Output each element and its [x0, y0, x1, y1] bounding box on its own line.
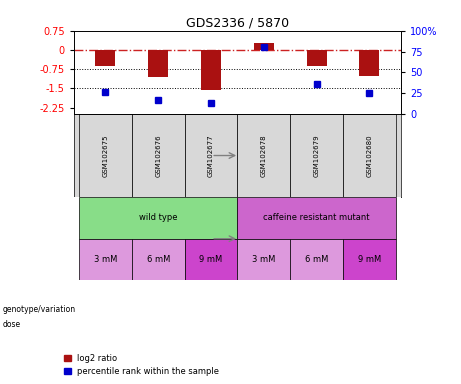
- Text: GSM102680: GSM102680: [366, 134, 372, 177]
- Text: GSM102677: GSM102677: [208, 134, 214, 177]
- Bar: [184, 239, 237, 280]
- Text: 6 mM: 6 mM: [305, 255, 328, 264]
- Text: wild type: wild type: [139, 214, 177, 222]
- Text: caffeine resistant mutant: caffeine resistant mutant: [263, 214, 370, 222]
- Text: 3 mM: 3 mM: [94, 255, 117, 264]
- Bar: [343, 114, 396, 197]
- Text: 3 mM: 3 mM: [252, 255, 276, 264]
- Text: 6 mM: 6 mM: [147, 255, 170, 264]
- Bar: [237, 114, 290, 197]
- Bar: [343, 239, 396, 280]
- Bar: [79, 197, 237, 239]
- Bar: [360, 50, 379, 76]
- Bar: [290, 114, 343, 197]
- Text: genotype/variation: genotype/variation: [2, 305, 76, 314]
- Bar: [132, 114, 184, 197]
- Text: GSM102675: GSM102675: [102, 134, 108, 177]
- Bar: [132, 239, 184, 280]
- Text: 9 mM: 9 mM: [358, 255, 381, 264]
- Bar: [290, 239, 343, 280]
- Text: GSM102678: GSM102678: [261, 134, 267, 177]
- Title: GDS2336 / 5870: GDS2336 / 5870: [186, 17, 289, 30]
- Bar: [237, 239, 290, 280]
- Text: dose: dose: [2, 320, 20, 329]
- Bar: [148, 50, 168, 77]
- Bar: [184, 114, 237, 197]
- Bar: [79, 114, 132, 197]
- Legend: log2 ratio, percentile rank within the sample: log2 ratio, percentile rank within the s…: [64, 354, 219, 376]
- Bar: [95, 50, 115, 66]
- Bar: [201, 50, 221, 90]
- Text: GSM102679: GSM102679: [313, 134, 319, 177]
- Text: GSM102676: GSM102676: [155, 134, 161, 177]
- Text: 9 mM: 9 mM: [200, 255, 223, 264]
- Bar: [254, 43, 274, 50]
- Bar: [237, 197, 396, 239]
- Bar: [307, 50, 327, 66]
- Bar: [79, 239, 132, 280]
